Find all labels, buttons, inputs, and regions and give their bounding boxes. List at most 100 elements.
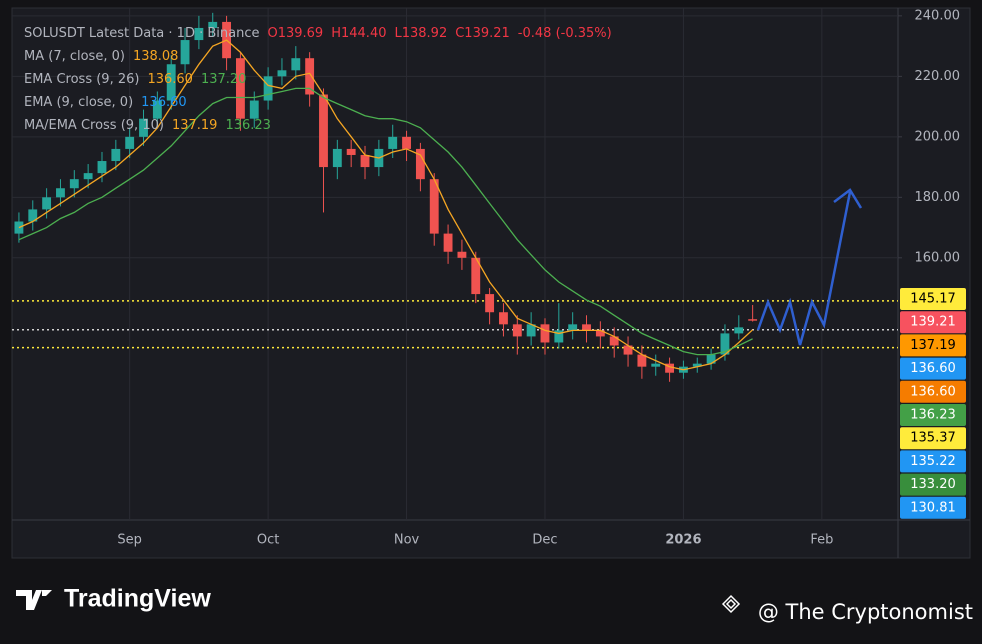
candle-body (249, 100, 259, 119)
candle-body (69, 179, 79, 189)
indicator-line (18, 39, 754, 371)
price-badge (900, 404, 966, 426)
candle-body (194, 27, 204, 41)
candle-body (332, 148, 342, 168)
candle-body (152, 100, 162, 119)
indicator-value: 137.19 (172, 118, 218, 133)
candle-body (692, 363, 702, 367)
price-badge-label: 139.21 (910, 315, 956, 330)
candle-body (471, 257, 481, 295)
x-tick-label: Nov (394, 533, 420, 548)
price-badge (900, 357, 966, 380)
x-tick-label: Oct (257, 533, 279, 548)
price-badge-label: 130.81 (910, 500, 956, 515)
y-tick-label: 220.00 (915, 69, 961, 84)
candle-body (512, 324, 522, 337)
ohlc-value: H144.40 (331, 26, 386, 41)
candle-body (609, 336, 619, 346)
candle-body (166, 64, 176, 101)
candle-body (665, 363, 675, 373)
candle-body (443, 233, 453, 252)
candle-body (554, 330, 564, 343)
indicator-legend: MA/EMA Cross (9, 10) 137.19 136.23 (24, 118, 271, 133)
indicator-value: 138.08 (133, 49, 179, 64)
candle-body (111, 148, 121, 162)
y-tick-label: 200.00 (915, 129, 961, 144)
candle-body (748, 319, 758, 321)
ohlc-value: L138.92 (394, 26, 447, 41)
candle-body (595, 330, 605, 337)
x-tick-label: Feb (810, 533, 833, 548)
indicator-legend: EMA (9, close, 0) 136.60 (24, 95, 187, 110)
price-badge (900, 334, 966, 357)
candle-body (208, 21, 218, 28)
candle-body (83, 173, 93, 180)
candle-body (277, 70, 287, 77)
forecast-path (756, 191, 852, 346)
candle-body (429, 179, 439, 234)
candle-body (637, 354, 647, 367)
indicator-name: MA/EMA Cross (9, 10) (24, 118, 164, 133)
price-badge (900, 427, 966, 450)
plot (12, 8, 902, 520)
candle-body (485, 294, 495, 313)
y-tick-label: 240.00 (915, 8, 961, 23)
candle-body (28, 209, 38, 222)
price-badge (900, 380, 966, 403)
price-badge-label: 145.17 (910, 292, 956, 307)
logo-mark (16, 590, 52, 610)
candle-body (346, 148, 356, 155)
y-tick-label: 180.00 (915, 190, 961, 205)
candle-body (568, 324, 578, 331)
indicator-value: 137.20 (201, 72, 247, 87)
candle-body (499, 312, 508, 325)
indicator-value: 136.23 (225, 118, 271, 133)
price-badge-label: 136.60 (910, 384, 956, 399)
brand-logo (16, 590, 52, 610)
price-badges: 145.17 139.21 137.19 136.60 136.60 136.23 135.… (900, 288, 966, 519)
legend: SOLUSDT Latest Data · 1D · Binance O139.6… (24, 26, 612, 133)
candle-body (540, 324, 550, 343)
price-badge-label: 136.23 (910, 408, 956, 423)
candle-body (582, 324, 591, 331)
candle-body (623, 345, 633, 355)
indicator-line (18, 87, 753, 356)
candle-body (651, 363, 661, 367)
candle-body (526, 324, 536, 337)
price-badge (900, 288, 966, 310)
candle-body (402, 136, 411, 149)
candle-body (720, 333, 730, 355)
candle-body (125, 136, 135, 149)
credit-icon (721, 594, 741, 614)
indicator-name: MA (7, close, 0) (24, 49, 125, 64)
candle-body (706, 354, 716, 364)
credit: @ The Cryptonomist (758, 600, 973, 624)
price-badge (900, 473, 966, 496)
candle-body (360, 154, 370, 168)
candle-body (97, 161, 107, 174)
price-badge-label: 135.37 (910, 431, 956, 446)
price-badge (900, 311, 966, 334)
candle-body (139, 118, 148, 137)
candle-body (457, 251, 467, 258)
price-badge-label: 135.22 (910, 454, 956, 469)
price-badge-label: 136.60 (910, 361, 956, 376)
indicator-legend: MA (7, close, 0) 138.08 (24, 49, 178, 64)
x-tick-label: 2026 (665, 533, 701, 548)
y-tick-label: 160.00 (915, 250, 961, 265)
symbol: SOLUSDT Latest Data · 1D · Binance (24, 26, 259, 41)
candle-body (291, 58, 301, 71)
price-badge-label: 137.19 (910, 338, 956, 353)
ohlc-value: C139.21 (455, 26, 510, 41)
price-badge-label: 133.20 (910, 477, 956, 492)
indicator-name: EMA Cross (9, 26) (24, 72, 139, 87)
brand-name: TradingView (64, 585, 211, 613)
x-tick-label: Sep (117, 533, 142, 548)
candle-body (415, 148, 425, 180)
candle-body (56, 188, 65, 198)
price-badge (900, 450, 966, 473)
legend-header: SOLUSDT Latest Data · 1D · Binance O139.6… (24, 26, 612, 41)
indicator-value: 136.60 (141, 95, 187, 110)
candle-body (235, 58, 245, 119)
